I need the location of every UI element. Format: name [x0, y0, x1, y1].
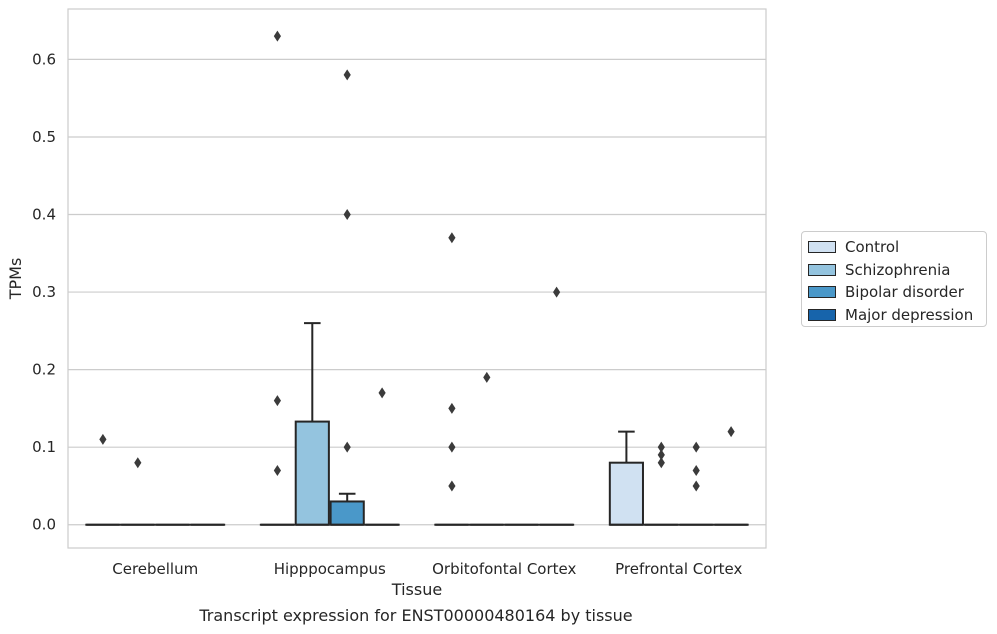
outlier-point [378, 387, 386, 399]
y-tick-label: 0.3 [32, 283, 56, 301]
outlier-point [343, 441, 351, 453]
x-tick-labels: Cerebellum Hipppocampus Orbitofontal Corte… [112, 560, 742, 578]
legend-label-bipolar-disorder: Bipolar disorder [845, 283, 964, 302]
outlier-point [343, 209, 351, 221]
x-tick-label: Hipppocampus [274, 560, 386, 578]
x-tick-label: Orbitofontal Cortex [432, 560, 576, 578]
legend-swatch-schizophrenia [808, 263, 836, 276]
y-tick-label: 0.6 [32, 50, 56, 68]
y-axis-label: TPMs [6, 258, 25, 301]
legend-item-major-depression: Major depression [808, 304, 986, 327]
box-body [329, 500, 365, 526]
legend: Control Schizophrenia Bipolar disorder M… [801, 231, 987, 327]
legend-swatch-bipolar-disorder [808, 286, 836, 299]
y-tick-label: 0.4 [32, 206, 56, 224]
chart-caption: Transcript expression for ENST0000048016… [199, 606, 633, 625]
legend-item-bipolar-disorder: Bipolar disorder [808, 281, 986, 304]
legend-swatch-control [808, 241, 836, 254]
box-schizophrenia-hipppocampus [294, 322, 330, 526]
outlier-point [343, 69, 351, 81]
outlier-point [273, 464, 281, 476]
outlier-point [448, 441, 456, 453]
y-tick-label: 0.1 [32, 438, 56, 456]
outlier-point [99, 433, 107, 445]
outlier-point [273, 395, 281, 407]
legend-label-major-depression: Major depression [845, 305, 974, 324]
box-bipolar-disorder-hipppocampus [329, 492, 365, 526]
legend-swatch-major-depression [808, 308, 836, 321]
gridlines [68, 58, 766, 526]
y-tick-label: 0.5 [32, 128, 56, 146]
plot-frame [67, 8, 767, 549]
y-tick-label: 0.0 [32, 516, 56, 534]
legend-label-control: Control [845, 238, 900, 257]
outlier-point [657, 441, 665, 453]
outlier-point [692, 464, 700, 476]
legend-label-schizophrenia: Schizophrenia [845, 260, 951, 279]
outlier-point [657, 457, 665, 469]
outlier-point [448, 480, 456, 492]
outlier-point [553, 286, 561, 298]
box-body [294, 420, 330, 526]
y-tick-label: 0.2 [32, 361, 56, 379]
outlier-point [692, 480, 700, 492]
y-tick-labels: 0.0 0.1 0.2 0.3 0.4 0.5 0.6 [32, 50, 56, 533]
outlier-point [448, 402, 456, 414]
outlier-point [134, 457, 142, 469]
x-tick-label: Prefrontal Cortex [615, 560, 742, 578]
x-axis-label: Tissue [391, 580, 442, 599]
x-tick-label: Cerebellum [112, 560, 198, 578]
outlier-point [657, 449, 665, 461]
outlier-point [727, 426, 735, 438]
outliers [99, 30, 735, 492]
legend-item-control: Control [808, 236, 986, 259]
outlier-point [692, 441, 700, 453]
box-body [608, 461, 644, 526]
outlier-point [448, 232, 456, 244]
outlier-point [273, 30, 281, 42]
outlier-point [483, 371, 491, 383]
boxes [85, 322, 749, 526]
box-control-prefrontal-cortex [608, 430, 644, 526]
legend-item-schizophrenia: Schizophrenia [808, 259, 986, 282]
